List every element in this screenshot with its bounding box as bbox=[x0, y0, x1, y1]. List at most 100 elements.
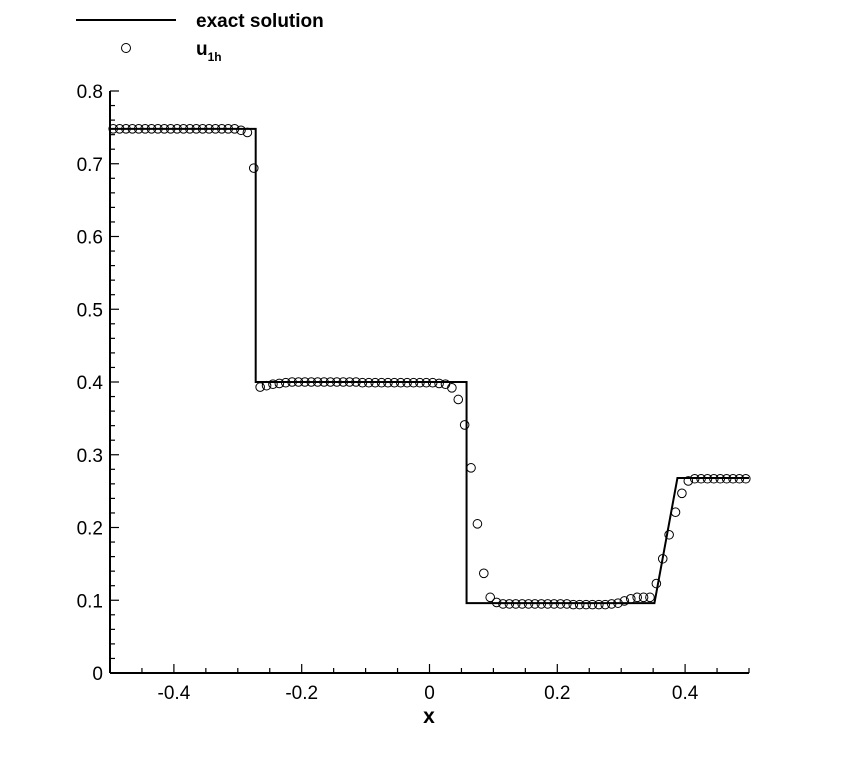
data-point bbox=[466, 463, 476, 473]
x-tick-label: 0 bbox=[424, 683, 435, 704]
data-point bbox=[364, 377, 374, 388]
data-point bbox=[165, 124, 176, 134]
x-tick-labels: -0.4 -0.2 0 0.2 0.4 bbox=[158, 683, 699, 704]
exact-solution-line bbox=[110, 127, 749, 605]
data-point bbox=[121, 124, 131, 134]
data-point bbox=[261, 380, 272, 391]
data-point bbox=[408, 377, 419, 388]
x-tick-label: -0.4 bbox=[158, 683, 191, 704]
data-point bbox=[383, 377, 393, 388]
y-tick-label: 0.1 bbox=[77, 591, 103, 612]
data-point bbox=[689, 473, 700, 484]
data-point bbox=[178, 124, 189, 134]
data-point bbox=[568, 599, 579, 610]
data-point bbox=[204, 124, 214, 134]
data-point bbox=[587, 599, 598, 610]
data-point bbox=[242, 127, 253, 138]
data-point bbox=[376, 377, 387, 388]
data-point bbox=[370, 377, 380, 388]
data-point bbox=[677, 488, 687, 499]
x-tick-label: 0.4 bbox=[672, 683, 699, 704]
x-tick-label: -0.2 bbox=[285, 683, 318, 704]
data-point bbox=[357, 377, 368, 388]
data-point bbox=[645, 592, 655, 603]
data-point bbox=[523, 599, 534, 609]
data-point bbox=[517, 599, 527, 609]
data-point bbox=[236, 125, 246, 136]
data-point bbox=[133, 124, 144, 134]
data-point bbox=[472, 519, 483, 529]
data-point bbox=[395, 377, 406, 388]
data-point bbox=[657, 553, 668, 564]
data-point bbox=[625, 594, 636, 604]
data-point bbox=[389, 377, 400, 388]
data-point bbox=[613, 598, 623, 608]
data-point bbox=[344, 377, 355, 387]
series-u1h bbox=[108, 124, 751, 610]
data-point bbox=[280, 377, 291, 388]
data-point bbox=[415, 377, 425, 388]
data-point bbox=[114, 124, 125, 134]
data-point bbox=[542, 599, 553, 609]
data-point bbox=[210, 124, 221, 134]
data-point bbox=[127, 124, 138, 134]
data-point bbox=[491, 597, 502, 608]
data-point bbox=[664, 529, 674, 540]
data-point bbox=[191, 124, 202, 134]
data-point bbox=[485, 592, 496, 603]
data-point bbox=[504, 599, 515, 609]
data-point bbox=[638, 592, 649, 603]
data-point bbox=[332, 377, 342, 387]
y-tick-label: 0.5 bbox=[77, 300, 103, 321]
data-point bbox=[619, 596, 630, 606]
data-point bbox=[312, 377, 323, 387]
data-point bbox=[274, 378, 285, 389]
y-tick-label: 0.8 bbox=[77, 82, 103, 103]
data-point bbox=[146, 124, 157, 134]
data-point bbox=[293, 377, 304, 387]
data-point bbox=[153, 124, 163, 134]
legend: exact solution u1h bbox=[76, 11, 324, 64]
y-tick-labels: 0 0.1 0.2 0.3 0.4 0.5 0.6 0.7 0.8 bbox=[77, 82, 104, 685]
data-point bbox=[255, 382, 265, 392]
data-point bbox=[185, 124, 195, 134]
y-tick-label: 0.3 bbox=[77, 446, 103, 467]
data-point bbox=[306, 377, 317, 387]
x-axis-title: x bbox=[423, 705, 435, 728]
data-point bbox=[248, 163, 259, 173]
data-point bbox=[530, 599, 540, 609]
data-point bbox=[632, 592, 642, 603]
data-point bbox=[581, 599, 591, 610]
y-tick-label: 0 bbox=[92, 664, 103, 685]
data-point bbox=[479, 568, 489, 579]
y-tick-label: 0.2 bbox=[77, 519, 103, 540]
data-point bbox=[325, 377, 336, 387]
data-point bbox=[728, 473, 738, 484]
data-point bbox=[696, 473, 706, 484]
data-point bbox=[459, 420, 470, 430]
data-point bbox=[498, 599, 508, 609]
data-point bbox=[223, 124, 234, 134]
data-point bbox=[351, 377, 361, 387]
x-tick-label: 0.2 bbox=[544, 683, 570, 704]
x-ticks bbox=[109, 664, 750, 673]
data-point bbox=[683, 476, 694, 486]
data-point bbox=[427, 377, 438, 388]
data-point bbox=[287, 377, 297, 387]
data-point bbox=[159, 124, 170, 134]
data-point bbox=[721, 473, 732, 484]
data-point bbox=[421, 377, 432, 388]
legend-label-main: u bbox=[196, 39, 208, 60]
data-point bbox=[229, 124, 240, 134]
data-point bbox=[510, 599, 521, 609]
data-point bbox=[172, 124, 182, 134]
data-point bbox=[197, 124, 208, 134]
legend-label-exact: exact solution bbox=[196, 11, 324, 32]
data-point bbox=[734, 473, 745, 484]
data-point bbox=[300, 377, 310, 387]
data-point bbox=[338, 377, 349, 387]
data-point bbox=[562, 599, 572, 609]
data-point bbox=[319, 377, 329, 387]
data-point bbox=[715, 473, 726, 484]
